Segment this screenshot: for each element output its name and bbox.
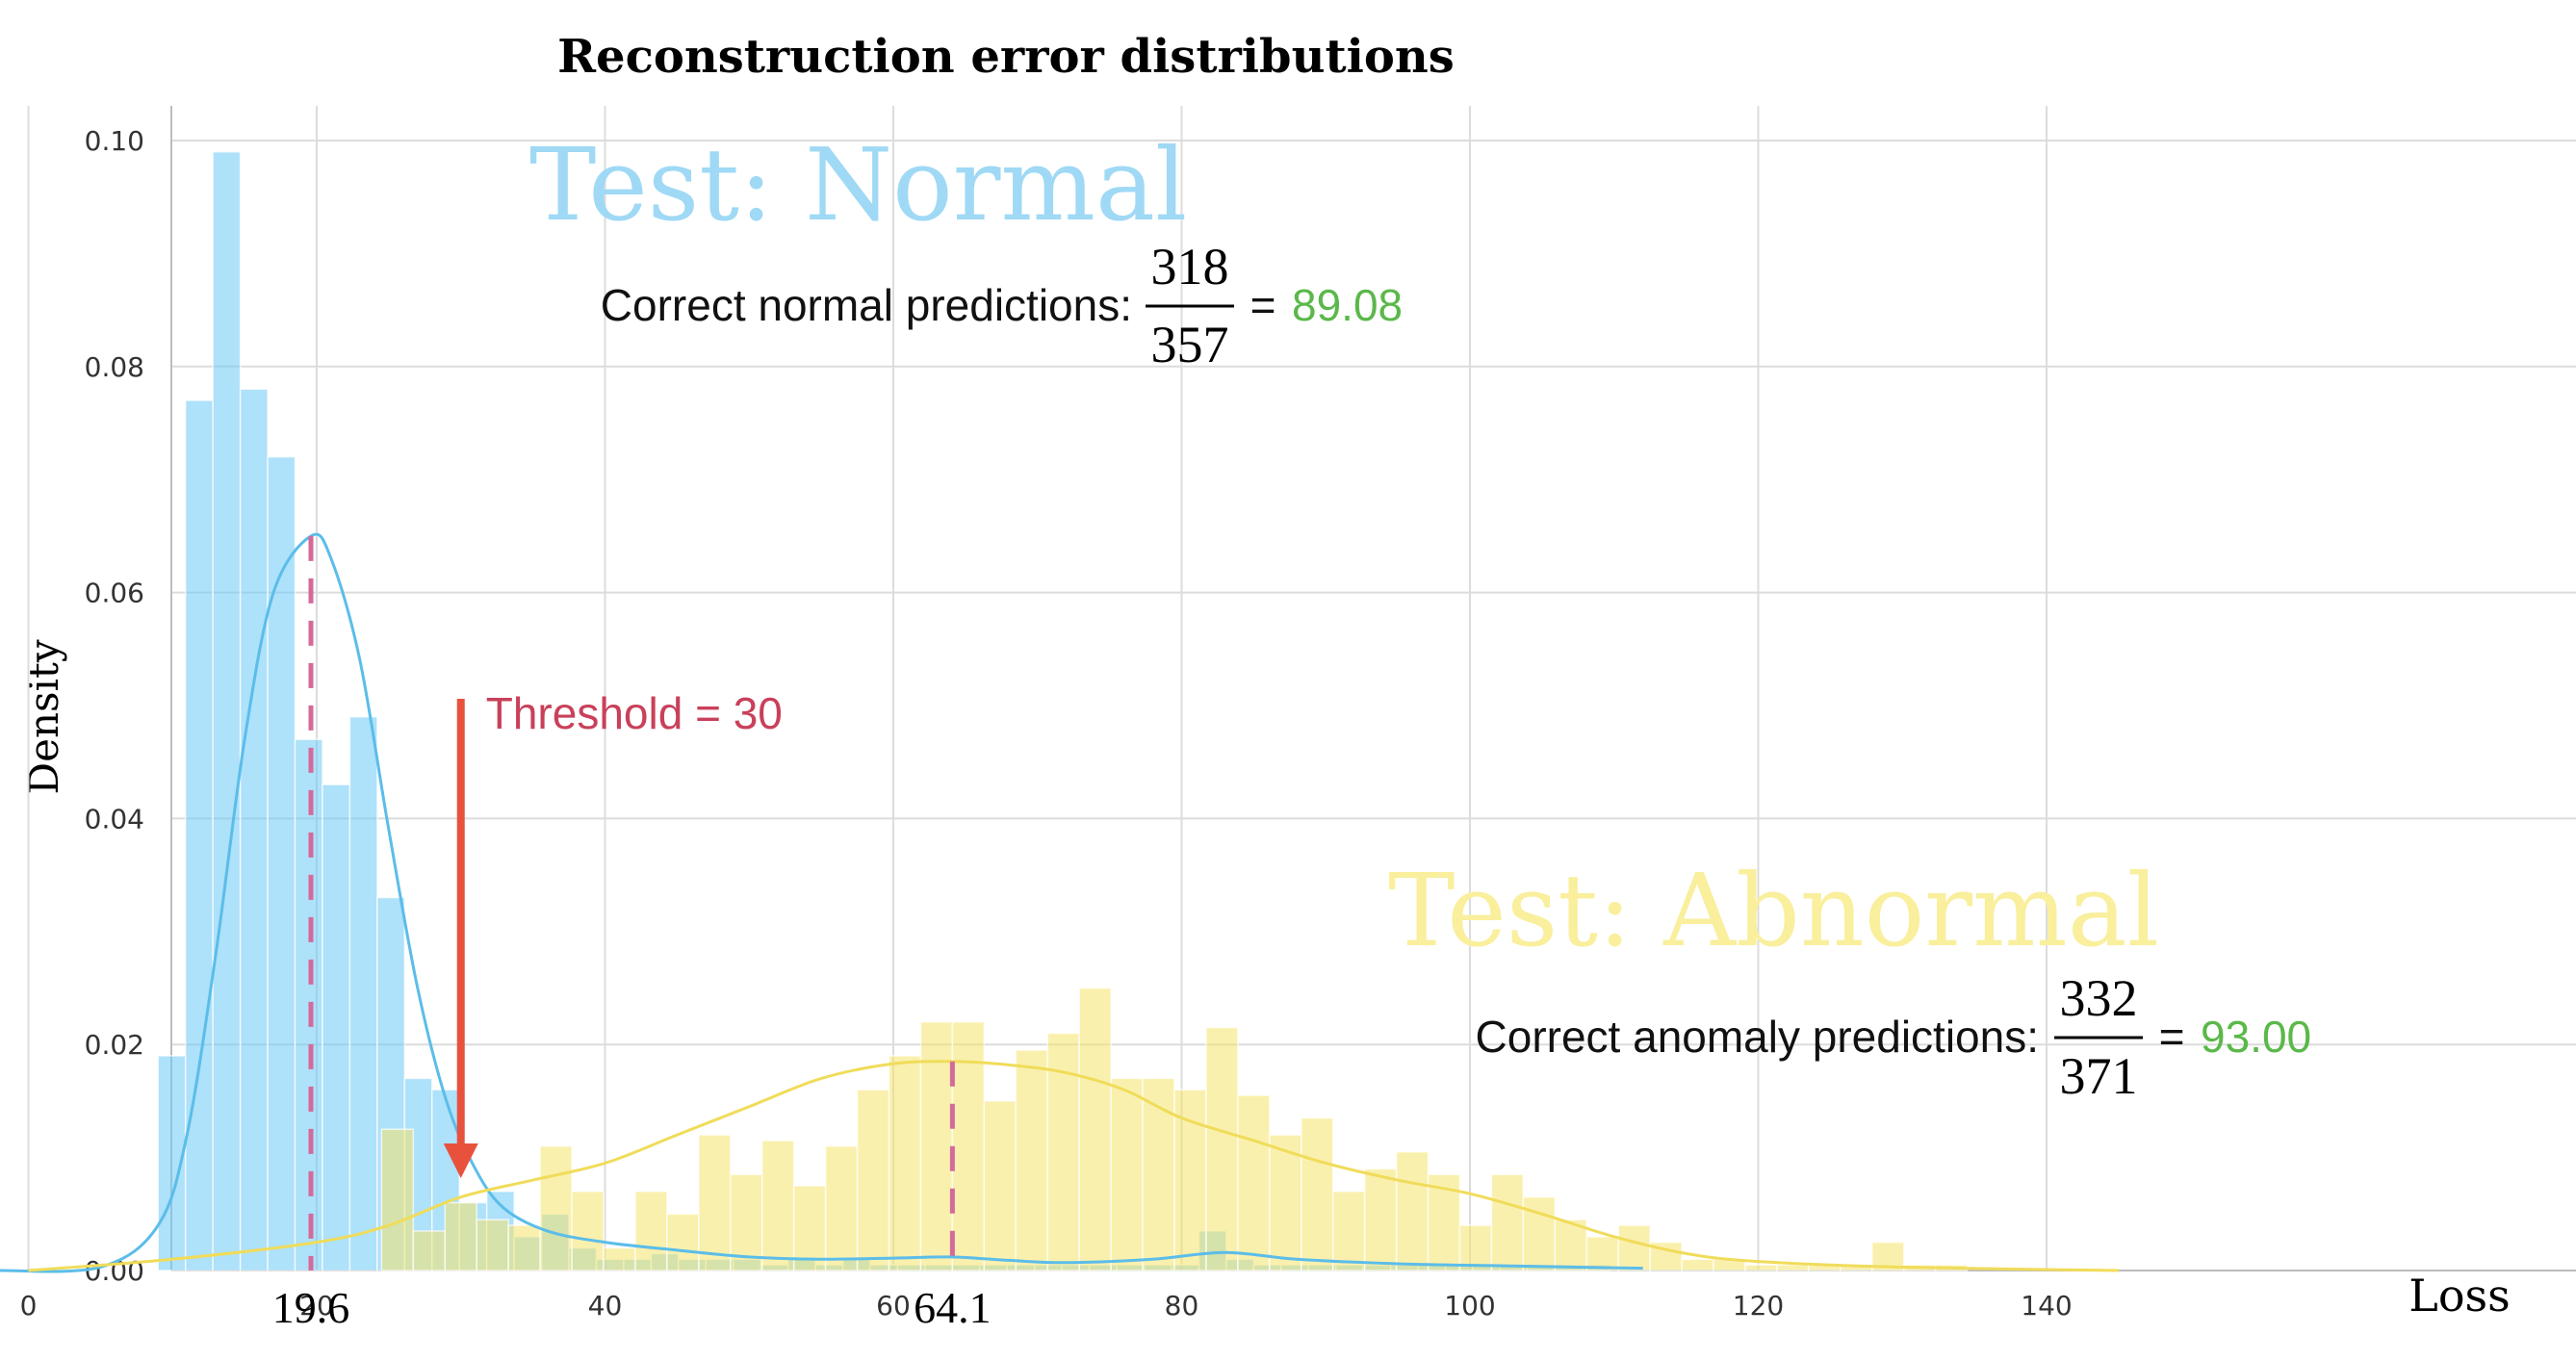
normal-histogram-bar	[348, 715, 378, 1271]
abnormal-mean-label: 64.1	[914, 1283, 992, 1332]
abnormal-histogram-bar	[1681, 1258, 1714, 1271]
abnormal-histogram-bar	[888, 1055, 922, 1271]
normal-denominator: 357	[1151, 316, 1229, 373]
normal-histogram-bar	[267, 455, 296, 1271]
y-axis-label: Density	[20, 639, 67, 794]
anomaly-equals: =	[2159, 1012, 2185, 1062]
abnormal-histogram-bar	[444, 1201, 477, 1271]
abnormal-histogram-bar	[698, 1134, 732, 1271]
x-tick-label: 80	[1165, 1290, 1199, 1322]
abnormal-histogram-bar	[634, 1191, 668, 1271]
abnormal-histogram-bar	[1776, 1264, 1810, 1271]
abnormal-histogram-bar	[856, 1089, 890, 1271]
y-tick-label: 0.10	[85, 125, 144, 157]
abnormal-histogram-bar	[1617, 1224, 1651, 1271]
anomaly-accuracy-value: 93.00	[2201, 1012, 2311, 1062]
abnormal-histogram-bar	[1490, 1173, 1525, 1271]
normal-accuracy-value: 89.08	[1292, 280, 1403, 330]
abnormal-histogram-bar	[824, 1145, 859, 1271]
abnormal-histogram-bar	[1110, 1077, 1144, 1271]
x-tick-label: 100	[1444, 1290, 1495, 1322]
abnormal-histogram-bar	[1301, 1117, 1334, 1271]
abnormal-histogram	[380, 987, 1969, 1271]
threshold-arrow-head	[443, 1143, 478, 1178]
abnormal-histogram-bar	[1015, 1049, 1048, 1271]
abnormal-histogram-bar	[603, 1246, 636, 1271]
abnormal-histogram-bar	[792, 1185, 827, 1271]
anomaly-accuracy-text: Correct anomaly predictions:	[1476, 1012, 2039, 1062]
abnormal-histogram-bar	[507, 1224, 541, 1271]
abnormal-histogram-bar	[1585, 1236, 1619, 1271]
abnormal-histogram-bar	[1522, 1195, 1557, 1271]
abnormal-histogram-bar	[1395, 1150, 1430, 1271]
abnormal-histogram-bar	[1554, 1219, 1588, 1271]
abnormal-histogram-bar	[983, 1100, 1018, 1271]
abnormal-kde-curve	[28, 1060, 2119, 1272]
abnormal-histogram-bar	[1237, 1094, 1271, 1271]
normal-equals: =	[1250, 280, 1276, 330]
y-tick-label: 0.06	[85, 578, 144, 609]
x-tick-label: 20	[299, 1290, 334, 1322]
abnormal-histogram-bar	[539, 1145, 573, 1271]
abnormal-histogram-bar	[760, 1140, 795, 1271]
x-axis-label: Loss	[2409, 1270, 2510, 1322]
abnormal-histogram-bar	[730, 1173, 763, 1271]
x-tick-label: 60	[876, 1290, 911, 1322]
grid	[27, 106, 2576, 1271]
abnormal-histogram-bar	[666, 1213, 700, 1271]
y-tick-label: 0.08	[85, 351, 144, 383]
abnormal-series-label: Test: Abnormal	[1388, 852, 2159, 969]
normal-accuracy-annotation: Correct normal predictions: 318 357 = 89…	[601, 238, 1403, 373]
abnormal-histogram-bar	[919, 1020, 954, 1271]
normal-mean-label: 19.6	[272, 1283, 350, 1332]
abnormal-histogram-bar	[1744, 1264, 1778, 1271]
normal-numerator: 318	[1151, 238, 1229, 295]
x-tick-label: 40	[588, 1290, 623, 1322]
abnormal-histogram-bar	[1458, 1224, 1493, 1271]
x-tick-label: 0	[20, 1290, 38, 1322]
normal-kde-curve	[0, 532, 1643, 1273]
abnormal-histogram-bar	[1331, 1191, 1366, 1271]
anomaly-denominator: 371	[2060, 1047, 2138, 1105]
normal-histogram-bar	[212, 150, 242, 1271]
abnormal-histogram-bar	[1078, 987, 1112, 1271]
abnormal-histogram-bar	[476, 1219, 509, 1271]
anomaly-numerator: 332	[2060, 969, 2138, 1027]
normal-series-label: Test: Normal	[529, 126, 1187, 244]
chart-title: Reconstruction error distributions	[557, 30, 1455, 84]
abnormal-histogram-bar	[571, 1191, 605, 1271]
x-tick-label: 120	[1733, 1290, 1784, 1322]
y-tick-label: 0.04	[85, 803, 144, 835]
y-tick-label: 0.02	[85, 1029, 144, 1061]
x-tick-label: 140	[2021, 1290, 2072, 1322]
abnormal-histogram-bar	[380, 1128, 415, 1271]
x-tick-labels: 0 20 40 60 80 100 120 140	[20, 1290, 2073, 1322]
abnormal-histogram-bar	[412, 1230, 447, 1271]
abnormal-histogram-bar	[1363, 1168, 1398, 1271]
normal-histogram-bar	[184, 399, 214, 1271]
threshold-annotation: Threshold = 30	[443, 688, 783, 1178]
normal-accuracy-text: Correct normal predictions:	[601, 280, 1132, 330]
y-tick-label: 0.00	[85, 1255, 144, 1287]
y-tick-labels: 0.00 0.02 0.04 0.06 0.08 0.10	[85, 125, 144, 1287]
abnormal-histogram-bar	[1205, 1026, 1239, 1271]
normal-histogram-bar	[239, 388, 269, 1271]
abnormal-histogram-bar	[951, 1020, 986, 1271]
threshold-label: Threshold = 30	[486, 688, 783, 738]
normal-histogram-bar	[322, 783, 351, 1271]
abnormal-histogram-bar	[1269, 1134, 1302, 1271]
abnormal-histogram-bar	[1173, 1089, 1207, 1271]
anomaly-accuracy-annotation: Correct anomaly predictions: 332 371 = 9…	[1476, 969, 2312, 1105]
